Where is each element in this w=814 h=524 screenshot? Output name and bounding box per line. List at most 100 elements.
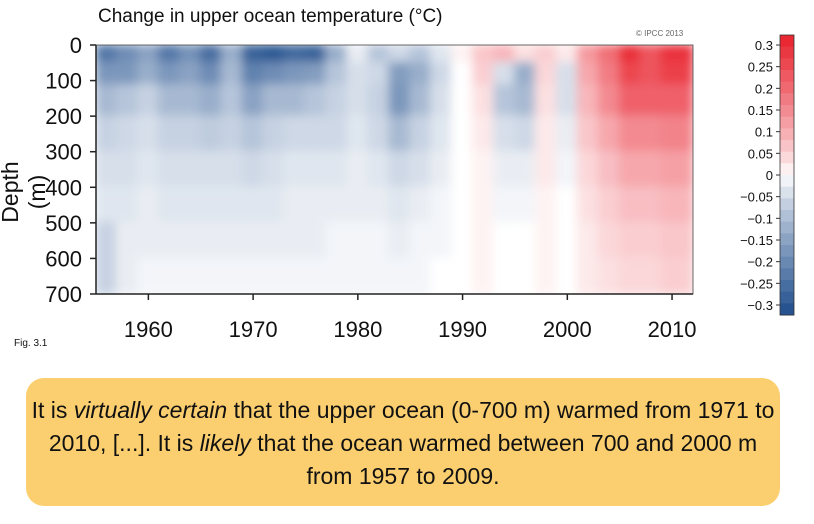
heatmap-cell (346, 61, 370, 87)
heatmap-cell (136, 221, 160, 260)
heatmap-cells (96, 45, 693, 294)
heatmap-cell (220, 150, 244, 189)
heatmap-cell (388, 257, 412, 294)
heatmap-cell (220, 61, 244, 87)
findings-callout: It is virtually certain that the upper o… (26, 378, 780, 506)
heatmap-cell (346, 186, 370, 224)
heatmap-cell (618, 257, 642, 294)
heatmap-cell (304, 61, 328, 87)
heatmap-cell (451, 150, 475, 189)
heatmap-cell (325, 84, 349, 118)
heatmap-cell (178, 45, 202, 64)
heatmap-cell (597, 84, 621, 118)
heatmap-cell (325, 186, 349, 224)
heatmap-cell (241, 221, 265, 260)
colorbar-tick-label: 0.15 (748, 103, 773, 118)
heatmap-cell (639, 221, 663, 260)
heatmap-cell (409, 221, 433, 260)
y-tick-label: 400 (45, 175, 82, 200)
heatmap-cell (534, 61, 558, 87)
heatmap-cell (388, 186, 412, 224)
heatmap-cell (493, 221, 516, 260)
heatmap-cell (555, 257, 579, 294)
colorbar-tick-label: −0.2 (747, 255, 773, 270)
colorbar-segment (780, 163, 794, 176)
heatmap-cell (451, 221, 475, 260)
heatmap-cell (660, 61, 693, 87)
heatmap-cell (534, 257, 558, 294)
heatmap-cell (513, 61, 537, 87)
x-tick-label: 1990 (438, 317, 487, 342)
likely-term: likely (199, 430, 251, 456)
heatmap-cell (325, 257, 349, 294)
heatmap-cell (451, 186, 475, 224)
heatmap-cell (576, 84, 600, 118)
colorbar-tick-label: 0.2 (755, 81, 773, 96)
heatmap-cell (639, 61, 663, 87)
x-tick-label: 1980 (333, 317, 382, 342)
heatmap-cell (555, 84, 579, 118)
heatmap-cell (199, 61, 223, 87)
heatmap-cell (493, 150, 516, 189)
colorbar-tick-label: −0.15 (740, 233, 773, 248)
x-tick-label: 1970 (229, 317, 278, 342)
heatmap-cell (409, 115, 433, 153)
heatmap-cell (472, 84, 495, 118)
colorbar-tick-label: 0 (766, 168, 773, 183)
heatmap-cell (96, 257, 118, 294)
heatmap-cell (178, 115, 202, 153)
heatmap-cell (513, 150, 537, 189)
heatmap-cell (346, 45, 370, 64)
colorbar-tick-label: −0.1 (747, 211, 773, 226)
heatmap-cell (555, 115, 579, 153)
heatmap-cell (513, 186, 537, 224)
heatmap-cell (157, 84, 181, 118)
colorbar-segment (780, 221, 794, 234)
heatmap-cell (534, 115, 558, 153)
heatmap-cell (618, 84, 642, 118)
heatmap-cell (430, 221, 454, 260)
ocean-temperature-heatmap: 1960 1970 1980 1990 2000 2010 0 100 200 300 400 50… (45, 33, 795, 342)
heatmap-cell (451, 84, 475, 118)
heatmap-cell (346, 257, 370, 294)
heatmap-cell (115, 150, 139, 189)
heatmap-cell (493, 45, 516, 64)
heatmap-cell (639, 45, 663, 64)
heatmap-cell (178, 221, 202, 260)
callout-text-part1: It is (31, 397, 74, 423)
heatmap-cell (136, 257, 160, 294)
heatmap-cell (304, 84, 328, 118)
heatmap-cell (325, 61, 349, 87)
heatmap-cell (555, 221, 579, 260)
heatmap-cell (178, 186, 202, 224)
heatmap-cell (597, 115, 621, 153)
y-axis-ticks: 0 100 200 300 400 500 600 700 (45, 33, 96, 307)
colorbar-segment (780, 116, 794, 129)
heatmap-cell (472, 61, 495, 87)
heatmap-cell (96, 61, 118, 87)
colorbar-segment (780, 210, 794, 223)
heatmap-cell (576, 257, 600, 294)
heatmap-cell (325, 150, 349, 189)
heatmap-cell (618, 221, 642, 260)
heatmap-cell (639, 186, 663, 224)
heatmap-cell (241, 61, 265, 87)
heatmap-cell (96, 84, 118, 118)
heatmap-cell (115, 115, 139, 153)
heatmap-cell (451, 61, 475, 87)
heatmap-cell (199, 84, 223, 118)
heatmap-cell (555, 150, 579, 189)
colorbar-segment (780, 175, 794, 188)
heatmap-cell (304, 150, 328, 189)
heatmap-cell (513, 257, 537, 294)
heatmap-cell (262, 186, 286, 224)
heatmap-cell (115, 221, 139, 260)
colorbar-segment (780, 280, 794, 293)
heatmap-cell (430, 61, 454, 87)
colorbar-segment (780, 233, 794, 246)
heatmap-cell (451, 257, 475, 294)
heatmap-cell (367, 257, 391, 294)
heatmap-cell (199, 115, 223, 153)
y-tick-label: 100 (45, 69, 82, 94)
virtually-certain-term: virtually certain (73, 397, 228, 423)
